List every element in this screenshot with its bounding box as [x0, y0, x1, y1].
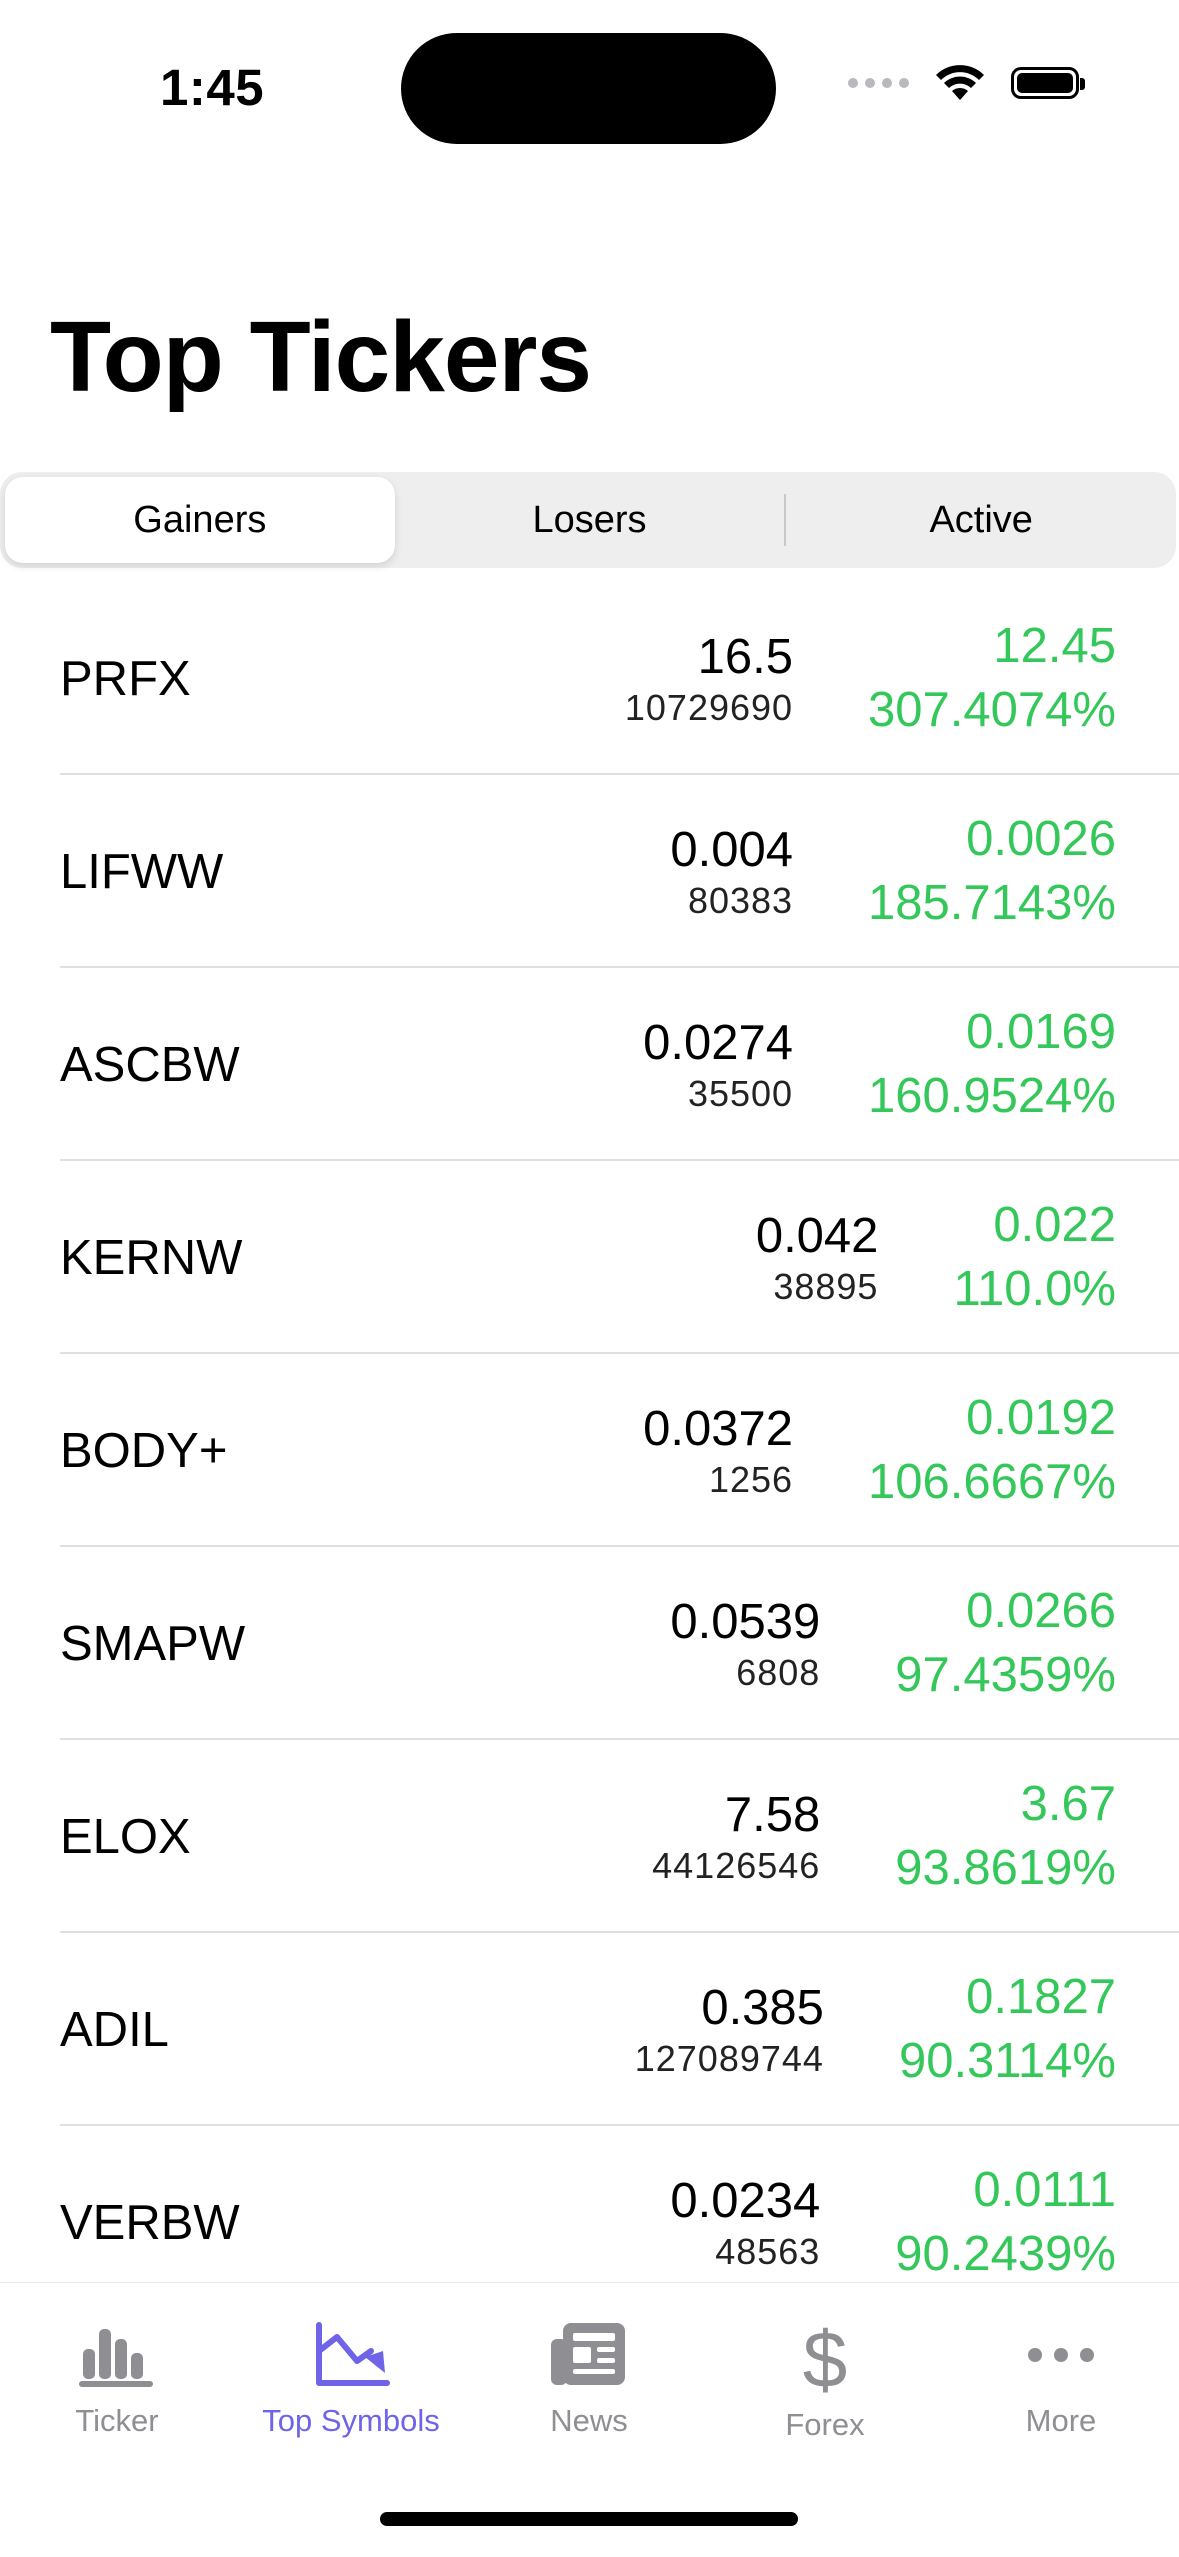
ticker-percent: 97.4359% [895, 1647, 1116, 1702]
ticker-percent: 160.9524% [868, 1068, 1116, 1123]
ticker-symbol: VERBW [60, 2195, 240, 2250]
ticker-symbol: SMAPW [60, 1616, 246, 1671]
ticker-price: 0.385 [701, 1980, 824, 2035]
tab-ticker[interactable]: Ticker [17, 2321, 217, 2439]
tab-top-symbols-label: Top Symbols [262, 2403, 440, 2438]
ticker-percent: 90.3114% [898, 2033, 1116, 2088]
ticker-row[interactable]: KERNW 0.042 38895 0.022 110.0% [0, 1161, 1179, 1354]
tab-news-label: News [550, 2403, 628, 2438]
ticker-change: 0.022 [993, 1197, 1116, 1252]
ticker-percent: 307.4074% [868, 682, 1116, 737]
ticker-symbol: KERNW [60, 1230, 243, 1285]
tab-more[interactable]: More [961, 2321, 1161, 2439]
ticker-price: 0.0274 [643, 1015, 794, 1070]
ticker-volume: 44126546 [652, 1845, 821, 1887]
tab-top-symbols[interactable]: Top Symbols [251, 2321, 451, 2439]
ticker-symbol: ELOX [60, 1809, 191, 1864]
ticker-price: 0.0234 [670, 2173, 821, 2228]
ticker-percent: 106.6667% [868, 1454, 1116, 1509]
ticker-row[interactable]: SMAPW 0.0539 6808 0.0266 97.4359% [0, 1547, 1179, 1740]
ticker-volume: 10729690 [624, 687, 794, 729]
ticker-volume: 127089744 [634, 2038, 824, 2080]
cellular-signal-icon [848, 78, 909, 88]
ticker-change: 0.0266 [966, 1583, 1116, 1638]
ticker-volume: 35500 [687, 1073, 794, 1115]
ticker-change: 0.0111 [973, 2162, 1116, 2217]
tab-forex-label: Forex [785, 2407, 865, 2442]
dollar-icon: $ [803, 2321, 848, 2393]
ticker-percent: 110.0% [953, 1261, 1116, 1316]
ticker-row[interactable]: VERBW 0.0234 48563 0.0111 90.2439% [0, 2126, 1179, 2282]
ticker-percent: 93.8619% [895, 1840, 1116, 1895]
ticker-volume: 1256 [708, 1459, 794, 1501]
ticker-change: 12.45 [993, 618, 1116, 673]
ticker-price: 0.042 [755, 1208, 879, 1263]
home-indicator [380, 2512, 798, 2526]
tab-news[interactable]: News [489, 2321, 689, 2439]
ticker-row[interactable]: ASCBW 0.0274 35500 0.0169 160.9524% [0, 968, 1179, 1161]
tab-more-label: More [1025, 2403, 1097, 2438]
segment-active[interactable]: Active [929, 498, 1033, 541]
chart-trend-down-icon [316, 2322, 390, 2386]
ticker-change: 3.67 [1020, 1776, 1116, 1831]
tab-ticker-label: Ticker [75, 2403, 159, 2438]
ticker-change: 0.0169 [966, 1004, 1116, 1059]
ticker-price: 7.58 [724, 1787, 821, 1842]
ticker-volume: 6808 [736, 1652, 821, 1694]
page-title: Top Tickers [50, 301, 592, 413]
newspaper-icon [551, 2323, 625, 2385]
ticker-price: 0.0372 [643, 1401, 794, 1456]
ticker-symbol: ASCBW [60, 1037, 240, 1092]
ticker-volume: 48563 [715, 2231, 821, 2273]
ticker-row[interactable]: ELOX 7.58 44126546 3.67 93.8619% [0, 1740, 1179, 1933]
ticker-price: 0.0539 [670, 1594, 821, 1649]
ticker-volume: 80383 [687, 880, 794, 922]
ellipsis-icon [1028, 2348, 1094, 2362]
ticker-row[interactable]: PRFX 16.5 10729690 12.45 307.4074% [0, 582, 1179, 775]
segment-losers[interactable]: Losers [532, 498, 647, 541]
ticker-symbol: LIFWW [60, 844, 224, 899]
tab-forex[interactable]: $ Forex [725, 2321, 925, 2443]
dynamic-island [401, 33, 776, 144]
ticker-list[interactable]: PRFX 16.5 10729690 12.45 307.4074% LIFWW… [0, 582, 1179, 2282]
ticker-volume: 38895 [773, 1266, 879, 1308]
segmented-control: Gainers Losers Active [0, 472, 1176, 568]
bar-chart-icon [79, 2329, 153, 2387]
status-time: 1:45 [160, 59, 265, 116]
segment-divider [784, 494, 787, 546]
ticker-row[interactable]: ADIL 0.385 127089744 0.1827 90.3114% [0, 1933, 1179, 2126]
ticker-price: 16.5 [697, 629, 794, 684]
ticker-row[interactable]: BODY+ 0.0372 1256 0.0192 106.6667% [0, 1354, 1179, 1547]
ticker-symbol: PRFX [60, 651, 191, 706]
status-indicators [848, 64, 1085, 102]
ticker-change: 0.0192 [966, 1390, 1116, 1445]
wifi-icon [936, 65, 984, 100]
ticker-change: 0.1827 [966, 1969, 1116, 2024]
ticker-row[interactable]: LIFWW 0.004 80383 0.0026 185.7143% [0, 775, 1179, 968]
ticker-percent: 185.7143% [868, 875, 1116, 930]
svg-text:$: $ [803, 2321, 848, 2393]
battery-icon [1011, 67, 1085, 99]
ticker-price: 0.004 [670, 822, 794, 877]
ticker-symbol: ADIL [60, 2002, 169, 2057]
ticker-change: 0.0026 [966, 811, 1116, 866]
segment-gainers[interactable]: Gainers [5, 477, 395, 563]
ticker-percent: 90.2439% [895, 2226, 1116, 2281]
tab-bar: Ticker Top Symbols News $ Forex [0, 2282, 1179, 2557]
ticker-symbol: BODY+ [60, 1423, 228, 1478]
